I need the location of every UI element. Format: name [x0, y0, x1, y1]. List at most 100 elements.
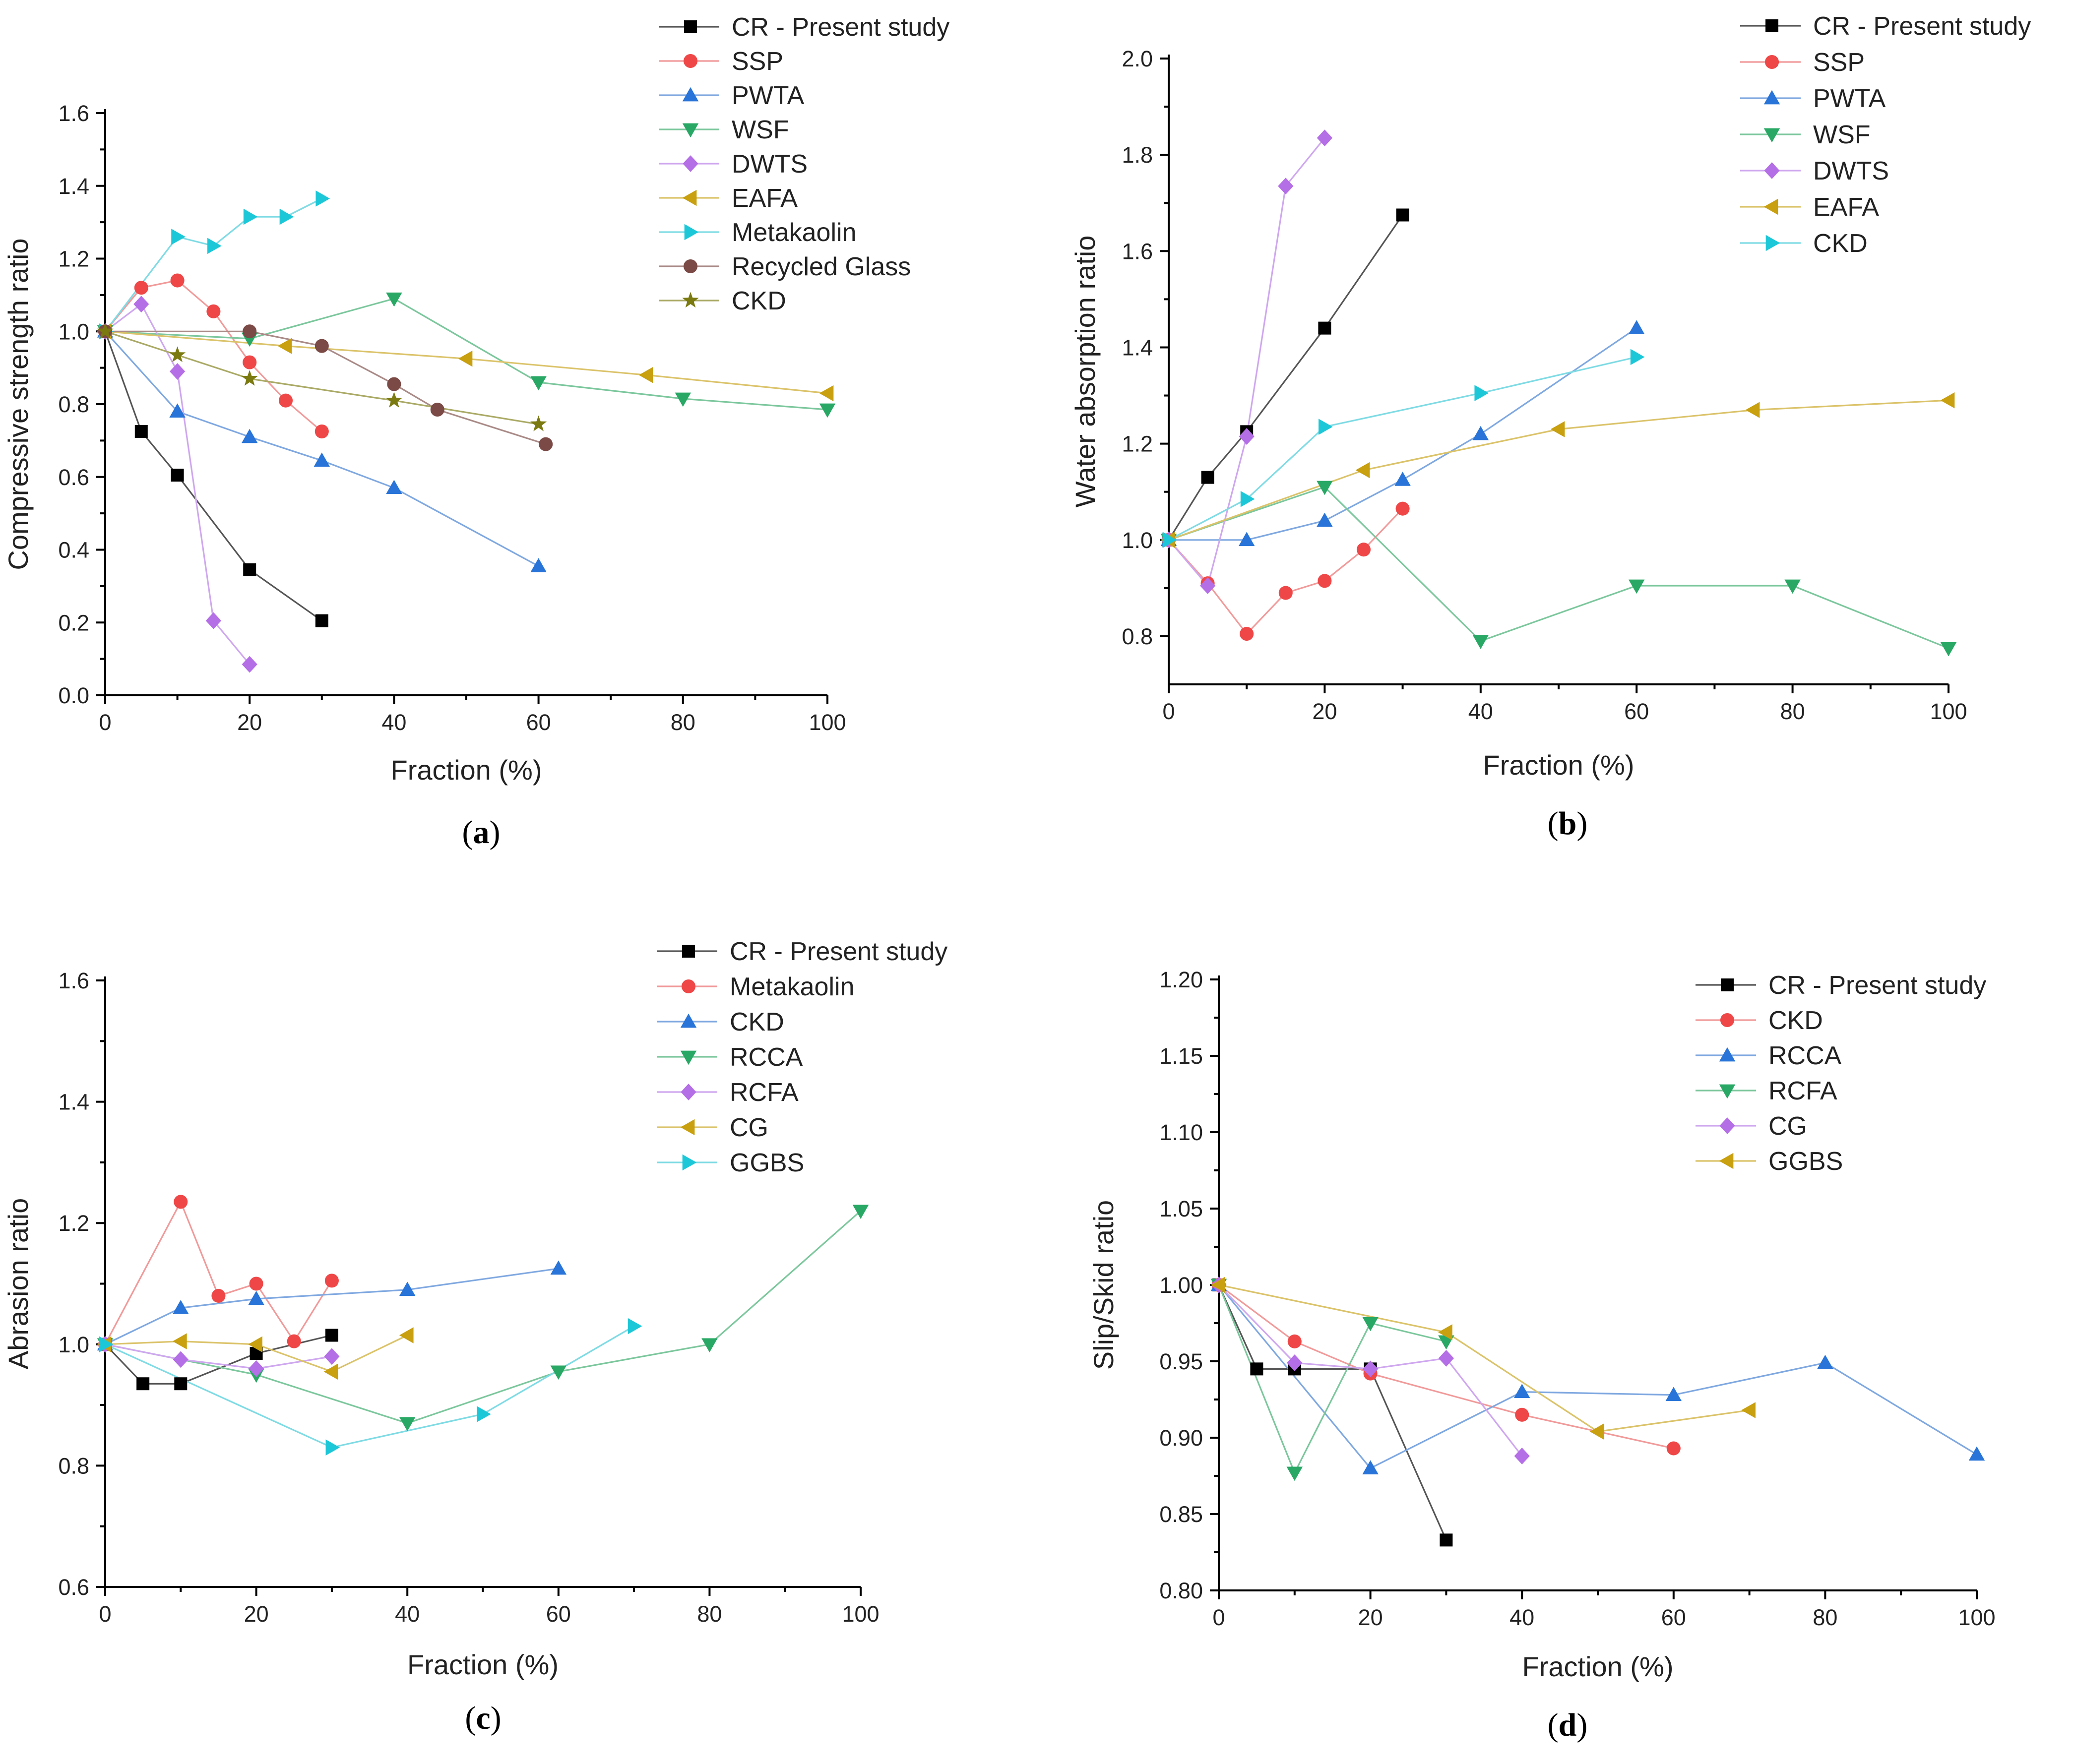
legend-label-pwta: PWTA — [1813, 84, 1886, 113]
x-tick-label: 60 — [1661, 1605, 1686, 1630]
data-point-dwts — [1239, 428, 1255, 445]
data-point-pwta — [1394, 472, 1411, 486]
data-point-eafa — [1550, 421, 1565, 437]
data-point-eafa — [1355, 462, 1370, 479]
data-point-ckd — [1630, 349, 1645, 365]
x-tick-label: 0 — [99, 710, 111, 735]
x-tick-label: 100 — [842, 1601, 879, 1627]
data-point-rcca — [852, 1205, 869, 1219]
data-point-ggbs — [628, 1318, 642, 1335]
data-point-dwts — [1278, 178, 1294, 195]
legend-marker-rcca — [1719, 1047, 1736, 1062]
y-tick-label: 1.6 — [58, 101, 89, 126]
data-point-ckd — [1319, 419, 1333, 435]
data-point-cr-present-study — [1396, 208, 1409, 222]
legend-marker-ckd — [1765, 235, 1780, 251]
legend-label-ssp: SSP — [1813, 48, 1865, 77]
series-line-pwta — [1169, 327, 1637, 541]
y-tick-label: 1.0 — [58, 1332, 89, 1357]
chart-panel-c: 0 20 40 60 80 100 0.6 0.8 1.0 1.2 1.4 1.6 Fraction (… — [2, 937, 947, 1736]
panel-label: (b) — [1548, 805, 1588, 842]
legend-marker-rcfa — [1719, 1084, 1736, 1099]
data-point-recycled-glass — [243, 324, 257, 339]
y-axis-title: Water absorption ratio — [1069, 236, 1101, 508]
data-point-eafa — [638, 367, 653, 383]
data-point-cg — [323, 1363, 338, 1380]
legend-label-cg: CG — [1768, 1112, 1807, 1141]
legend-marker-cr-present-study — [1721, 978, 1734, 991]
x-tick-label: 0 — [1162, 699, 1175, 724]
data-point-dwts — [170, 363, 186, 380]
data-point-ssp — [1356, 543, 1371, 557]
data-point-wsf — [675, 392, 692, 407]
data-point-ckd — [169, 346, 186, 363]
x-tick-label: 20 — [1358, 1605, 1383, 1630]
data-point-cr-present-study — [1201, 471, 1214, 484]
data-point-metakaolin — [211, 1288, 226, 1303]
series-line-ggbs — [1218, 1284, 1750, 1433]
data-point-ckd — [1666, 1441, 1681, 1456]
data-point-ckd — [550, 1260, 567, 1275]
x-tick-label: 40 — [381, 710, 406, 735]
y-tick-label: 1.6 — [58, 968, 89, 993]
data-point-wsf — [1940, 642, 1957, 657]
legend-label-metakaolin: Metakaolin — [730, 973, 854, 1001]
data-point-ssp — [314, 424, 329, 439]
y-tick-label: 1.4 — [58, 174, 89, 199]
legend-label-pwta: PWTA — [732, 81, 805, 110]
y-axis-title: Compressive strength ratio — [2, 238, 34, 570]
legend-label-dwts: DWTS — [732, 150, 808, 179]
data-point-metakaolin — [207, 238, 222, 254]
x-tick-label: 0 — [99, 1601, 111, 1627]
y-tick-label: 1.2 — [1122, 431, 1153, 457]
data-point-rcfa — [324, 1348, 340, 1365]
legend-marker-cg — [1719, 1117, 1735, 1134]
legend-marker-ckd — [1720, 1013, 1735, 1028]
data-point-cr-present-study — [171, 469, 184, 482]
data-point-pwta — [169, 403, 186, 418]
legend-marker-cr-present-study — [1765, 19, 1778, 32]
data-point-pwta — [241, 428, 258, 443]
data-point-pwta — [1472, 426, 1489, 440]
data-point-metakaolin — [174, 1195, 188, 1209]
legend-label-ckd: CKD — [732, 287, 786, 315]
data-point-rcfa — [1362, 1317, 1379, 1332]
data-point-cg — [248, 1336, 262, 1353]
data-point-eafa — [277, 338, 292, 354]
legend-marker-ckd — [680, 1013, 697, 1028]
data-point-metakaolin — [171, 229, 186, 245]
data-point-ckd — [1287, 1334, 1302, 1348]
x-tick-label: 40 — [1468, 699, 1493, 724]
y-tick-label: 1.2 — [58, 1211, 89, 1236]
legend-marker-ssp — [683, 54, 698, 68]
data-point-cg — [1514, 1448, 1530, 1464]
series-line-rcca — [105, 1210, 862, 1424]
legend-marker-cr-present-study — [682, 945, 695, 958]
y-axis-title: Abrasion ratio — [2, 1198, 34, 1370]
x-tick-label: 60 — [526, 710, 551, 735]
legend-label-eafa: EAFA — [732, 184, 798, 213]
data-point-metakaolin — [279, 208, 294, 225]
data-point-wsf — [1472, 635, 1489, 649]
data-point-ggbs — [1438, 1324, 1452, 1340]
data-point-ssp — [1278, 586, 1293, 600]
data-point-ckd — [1162, 532, 1177, 548]
series-line-cr-present-study — [1218, 1284, 1447, 1541]
series-line-rcfa — [1218, 1284, 1446, 1475]
data-point-rcca — [550, 1365, 567, 1380]
data-point-ssp — [170, 273, 185, 288]
data-point-cg — [1287, 1354, 1303, 1371]
data-point-wsf — [530, 376, 547, 391]
series-line-metakaolin — [104, 197, 322, 332]
data-point-rcca — [1665, 1387, 1682, 1401]
data-point-eafa — [458, 351, 473, 367]
legend-marker-rcca — [680, 1050, 697, 1065]
panel-label: (d) — [1548, 1707, 1588, 1743]
legend-marker-wsf — [1763, 128, 1780, 143]
x-tick-label: 80 — [671, 710, 695, 735]
x-tick-label: 20 — [244, 1601, 269, 1627]
legend-label-metakaolin: Metakaolin — [732, 218, 856, 247]
data-point-dwts — [205, 612, 221, 629]
x-tick-label: 100 — [1958, 1605, 1995, 1630]
legend-label-rcfa: RCFA — [730, 1078, 799, 1107]
